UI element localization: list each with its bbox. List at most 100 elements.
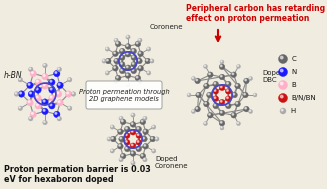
Circle shape [112,137,113,139]
Circle shape [139,81,140,82]
Circle shape [219,64,225,70]
Circle shape [135,41,141,47]
Circle shape [118,129,123,135]
Circle shape [204,101,209,107]
Circle shape [126,35,130,39]
Circle shape [137,127,139,129]
Circle shape [281,82,283,85]
Circle shape [20,92,22,94]
Circle shape [35,79,42,85]
Circle shape [137,147,139,149]
Circle shape [138,51,144,57]
Circle shape [49,79,55,85]
Circle shape [43,100,45,102]
Circle shape [35,103,42,109]
Circle shape [143,129,148,135]
Circle shape [58,83,60,85]
Circle shape [138,65,144,71]
Circle shape [220,75,222,77]
Circle shape [143,116,147,120]
Circle shape [227,82,228,84]
Circle shape [147,48,149,49]
Circle shape [235,83,240,89]
Circle shape [131,68,136,74]
Circle shape [18,77,23,82]
Circle shape [197,93,198,95]
Circle shape [225,96,231,101]
Circle shape [192,77,195,81]
Circle shape [136,140,142,145]
Circle shape [253,93,257,97]
Circle shape [281,56,283,59]
Circle shape [196,92,201,98]
Circle shape [67,92,69,94]
Circle shape [43,109,45,111]
Circle shape [196,107,198,109]
Circle shape [280,108,286,114]
Text: B/N/BN: B/N/BN [291,95,316,101]
Circle shape [57,92,59,94]
Circle shape [147,72,149,73]
Circle shape [55,72,57,74]
Circle shape [111,126,112,127]
Circle shape [44,121,45,122]
Circle shape [220,60,224,64]
Circle shape [106,72,107,73]
Circle shape [105,47,110,51]
Text: Coronene: Coronene [150,24,183,30]
Circle shape [156,138,157,139]
Circle shape [137,141,139,142]
Circle shape [207,92,212,98]
Circle shape [144,158,145,160]
Circle shape [220,126,224,130]
Circle shape [219,85,225,91]
Circle shape [36,104,38,106]
Circle shape [237,122,238,123]
Circle shape [131,131,133,132]
Circle shape [279,54,287,64]
Circle shape [127,53,128,54]
Circle shape [125,65,131,70]
Circle shape [126,134,127,136]
Circle shape [124,140,130,145]
Circle shape [249,110,252,113]
Circle shape [27,82,33,88]
Circle shape [135,75,141,81]
Circle shape [195,78,200,84]
Circle shape [54,111,60,118]
Circle shape [136,126,142,132]
Circle shape [138,80,142,84]
Circle shape [131,144,133,146]
Circle shape [236,102,238,104]
Circle shape [226,103,231,109]
Circle shape [214,82,216,84]
Circle shape [281,109,283,111]
Circle shape [115,75,121,81]
Circle shape [125,51,131,57]
Text: h-BN: h-BN [4,71,23,81]
Circle shape [192,110,194,112]
Circle shape [111,150,112,151]
Circle shape [49,87,55,93]
Circle shape [114,38,118,42]
Circle shape [114,58,119,64]
Circle shape [145,58,150,64]
Circle shape [209,73,210,75]
Circle shape [152,150,154,151]
Circle shape [36,80,38,82]
Circle shape [232,114,234,115]
Circle shape [55,112,57,114]
Circle shape [152,149,156,153]
Circle shape [221,61,222,62]
Circle shape [68,78,70,80]
Circle shape [221,127,222,128]
Circle shape [220,122,222,123]
Circle shape [227,104,228,106]
Circle shape [136,146,142,152]
Circle shape [131,152,133,153]
Circle shape [130,122,136,127]
Circle shape [136,133,142,138]
Text: N: N [291,69,297,75]
Text: Doped
DBC: Doped DBC [262,70,284,84]
Circle shape [19,78,20,80]
